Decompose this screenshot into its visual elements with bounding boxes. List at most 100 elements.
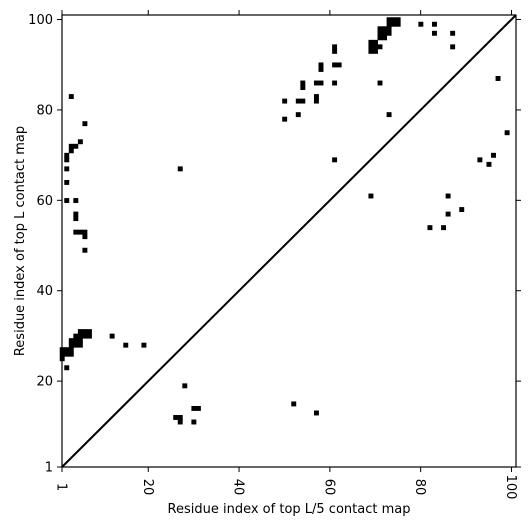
contact-cell-upper — [368, 44, 374, 50]
contact-cell-lower — [68, 351, 74, 357]
contact-cell-upper — [295, 98, 301, 104]
contact-cell-lower — [177, 419, 183, 425]
contact-cell-lower — [82, 329, 88, 335]
x-tick-label: 80 — [412, 479, 427, 496]
contact-cell-upper — [391, 21, 397, 27]
contact-cell-lower — [86, 333, 92, 339]
contact-cell-upper — [77, 139, 83, 145]
contact-cell-upper — [395, 17, 401, 23]
contact-cell-lower — [313, 410, 319, 416]
y-tick-label: 100 — [28, 13, 53, 28]
contact-cell-lower — [86, 329, 92, 335]
x-tick-label: 20 — [140, 479, 155, 496]
contact-cell-upper — [82, 121, 88, 127]
contact-cell-lower — [77, 342, 83, 348]
contact-cell-upper — [300, 80, 306, 86]
x-tick-label: 100 — [503, 475, 518, 500]
contact-cell-upper — [377, 44, 383, 50]
contact-cell-upper — [318, 66, 324, 72]
contact-cell-lower — [64, 351, 70, 357]
contact-cell-upper — [295, 112, 301, 118]
contact-cell-upper — [445, 193, 451, 199]
contact-cell-upper — [377, 80, 383, 86]
contact-cell-upper — [504, 130, 510, 136]
contact-cell-upper — [68, 148, 74, 154]
contact-cell-upper — [382, 26, 388, 32]
contact-cell-lower — [73, 342, 79, 348]
contact-cell-lower — [177, 415, 183, 420]
contact-cell-upper — [300, 85, 306, 90]
contact-cell-lower — [195, 405, 201, 411]
contact-cell-upper — [73, 216, 79, 222]
contact-cell-upper — [386, 21, 392, 27]
contact-cell-lower — [77, 333, 83, 339]
contact-cell-upper — [177, 166, 183, 172]
contact-cell-upper — [82, 229, 88, 235]
contact-cell-upper — [432, 30, 437, 36]
contact-cell-upper — [313, 98, 319, 104]
x-tick-label: 1 — [54, 483, 69, 491]
contact-cell-upper — [377, 26, 383, 32]
contact-cells — [59, 17, 510, 425]
contact-cell-upper — [386, 30, 392, 36]
plot-area-frame — [61, 14, 517, 468]
contact-cell-upper — [64, 152, 70, 158]
contact-cell-upper — [332, 44, 338, 50]
contact-cell-upper — [432, 21, 437, 27]
contact-cell-upper — [332, 62, 338, 68]
contact-cell-upper — [445, 211, 451, 217]
contact-cell-upper — [486, 161, 492, 167]
contact-cell-upper — [386, 112, 392, 118]
contact-cell-upper — [368, 39, 374, 45]
contact-cell-lower — [68, 342, 74, 348]
contact-cell-upper — [450, 30, 456, 36]
contact-cell-upper — [68, 94, 74, 100]
contact-cell-lower — [182, 383, 188, 389]
contact-cell-upper — [377, 30, 383, 36]
contact-cell-upper — [82, 247, 88, 253]
contact-cell-upper — [495, 76, 501, 81]
contact-cell-lower — [173, 415, 179, 420]
contact-cell-upper — [450, 44, 456, 50]
contact-cell-upper — [391, 17, 397, 23]
contact-cell-upper — [82, 234, 88, 240]
contact-cell-upper — [282, 98, 288, 104]
contact-cell-upper — [73, 229, 79, 235]
contact-cell-upper — [386, 26, 392, 32]
contact-cell-lower — [82, 333, 88, 339]
y-tick-label: 40 — [36, 284, 53, 299]
contact-cell-upper — [372, 39, 378, 45]
y-tick-label: 80 — [36, 103, 53, 118]
x-tick-label: 60 — [321, 479, 336, 496]
contact-cell-upper — [282, 116, 288, 122]
contact-cell-lower — [191, 405, 197, 411]
contact-cell-upper — [73, 211, 79, 217]
contact-cell-lower — [64, 365, 70, 371]
y-tick-label: 1 — [45, 461, 53, 476]
contact-cell-upper — [377, 35, 383, 41]
contact-cell-upper — [64, 157, 70, 163]
contact-cell-upper — [73, 143, 79, 149]
contact-cell-upper — [64, 179, 70, 185]
y-tick-label: 20 — [36, 375, 53, 390]
contact-cell-lower — [123, 342, 129, 348]
y-axis-label: Residue index of top L contact map — [13, 126, 28, 356]
contact-cell-upper — [491, 152, 496, 158]
contact-cell-upper — [73, 198, 79, 203]
contact-cell-upper — [332, 80, 338, 86]
contact-cell-upper — [368, 193, 374, 199]
diagonal-line — [61, 14, 517, 468]
contact-cell-lower — [141, 342, 147, 348]
contact-cell-upper — [64, 166, 70, 172]
contact-cell-upper — [313, 94, 319, 100]
contact-cell-upper — [441, 225, 447, 231]
contact-cell-upper — [313, 80, 319, 86]
contact-cell-upper — [318, 80, 324, 86]
contact-cell-lower — [64, 347, 70, 353]
contact-cell-upper — [77, 229, 83, 235]
contact-cell-upper — [332, 157, 338, 163]
contact-cell-upper — [318, 62, 324, 68]
contact-cell-upper — [395, 21, 401, 27]
